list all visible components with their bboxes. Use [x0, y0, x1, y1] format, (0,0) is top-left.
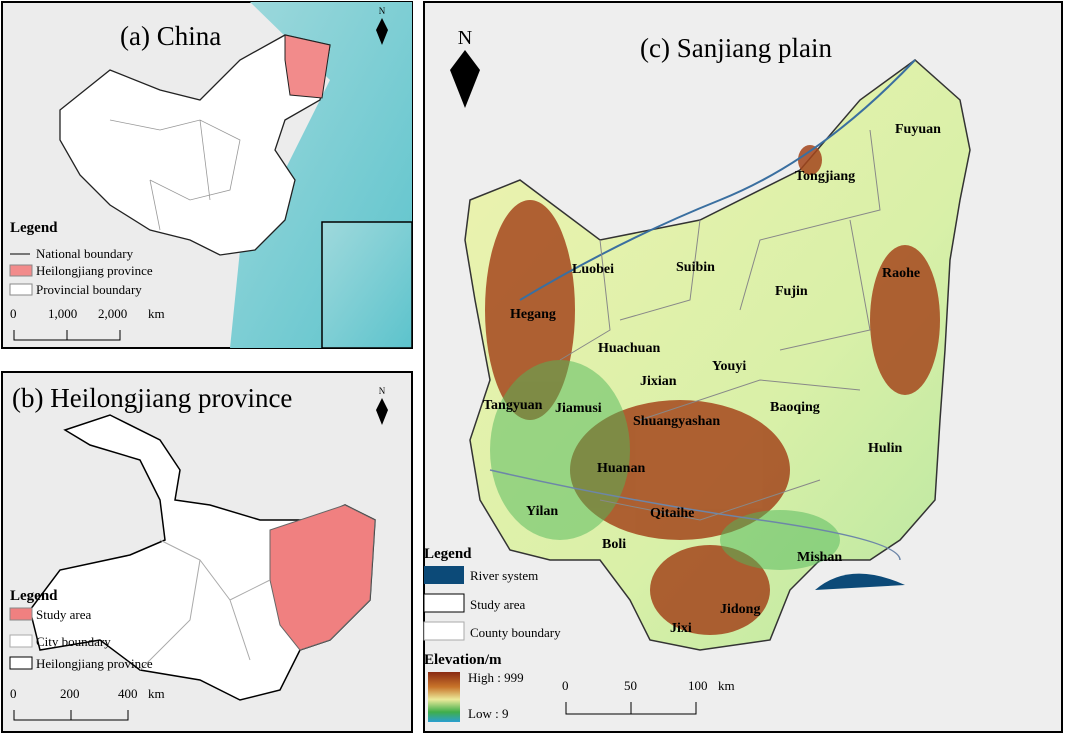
- county-label: Jiamusi: [555, 401, 602, 416]
- provincial-boundaries: [109, 119, 241, 231]
- legend-item: Study area: [470, 597, 525, 612]
- legend-elevation-title: Elevation/m: [424, 652, 502, 668]
- scale-bar: [565, 702, 697, 715]
- river: [519, 59, 916, 301]
- legend-item: Study area: [36, 607, 91, 622]
- panel-title: (a) China: [120, 21, 221, 51]
- county-label: Yilan: [526, 504, 558, 519]
- panel-title: (b) Heilongjiang province: [12, 383, 292, 413]
- scale-label: 2,000: [98, 306, 127, 321]
- county-label: Jixian: [640, 374, 677, 389]
- elevation-low: Low : 9: [468, 706, 508, 721]
- scale-label: 0: [10, 686, 17, 701]
- scale-label: 400: [118, 686, 138, 701]
- river: [489, 469, 901, 561]
- heilongjiang-highlight: [284, 34, 331, 99]
- china-outline: [59, 34, 331, 256]
- county-label: Shuangyashan: [633, 414, 720, 429]
- county-label: Huachuan: [598, 341, 660, 356]
- county-label: Boli: [602, 537, 626, 552]
- county-label: Raohe: [882, 266, 920, 281]
- north-arrow: [450, 50, 480, 108]
- county-label: Jixi: [670, 621, 692, 636]
- panel-a: (a) China N Legend National boundary Hei…: [1, 1, 413, 349]
- county-label: Fuyuan: [895, 122, 941, 137]
- scale-label: 50: [624, 678, 637, 693]
- legend-item: Heilongjiang province: [36, 656, 153, 671]
- county-label: Fujin: [775, 284, 808, 299]
- mountain: [870, 245, 940, 395]
- legend-item: Provincial boundary: [36, 282, 142, 297]
- legend-item: National boundary: [36, 246, 134, 261]
- county-label: Tongjiang: [795, 169, 855, 184]
- legend-swatch: [9, 634, 33, 648]
- elevation-high: High : 999: [468, 670, 524, 685]
- legend-swatch: [9, 656, 33, 670]
- north-label: N: [458, 27, 472, 49]
- legend-swatch: [9, 283, 33, 296]
- city-boundaries: [139, 539, 271, 671]
- inset-frame: [321, 221, 413, 349]
- north-arrow: [376, 398, 388, 425]
- county-label: Hulin: [868, 441, 902, 456]
- panel-title: (c) Sanjiang plain: [640, 33, 832, 63]
- legend-swatch: [9, 607, 33, 621]
- scale-label: 1,000: [48, 306, 77, 321]
- legend-item: City boundary: [36, 634, 111, 649]
- scale-bar: [13, 330, 121, 341]
- scale-label: 0: [562, 678, 569, 693]
- county-label: Baoqing: [770, 400, 820, 415]
- legend-title: Legend: [424, 546, 472, 562]
- elevation-ramp: [428, 672, 460, 722]
- legend-swatch: [9, 264, 33, 277]
- mountain: [798, 145, 822, 175]
- study-area: [269, 504, 376, 651]
- county-labels: Fuyuan Tongjiang Luobei Suibin Fujin Raohe Heg…: [483, 122, 941, 636]
- county-boundaries: [559, 129, 881, 521]
- county-label: Huanan: [597, 461, 645, 476]
- legend-item: River system: [470, 568, 538, 583]
- north-label: N: [379, 386, 386, 396]
- legend-swatch: [423, 621, 465, 641]
- legend-title: Legend: [10, 220, 58, 236]
- scale-bar: [13, 710, 129, 721]
- lowland-green: [490, 360, 840, 570]
- legend-item: Heilongjiang province: [36, 263, 153, 278]
- scale-label: 200: [60, 686, 80, 701]
- county-label: Tangyuan: [483, 398, 543, 413]
- county-label: Suibin: [676, 260, 715, 275]
- county-label: Hegang: [510, 307, 556, 322]
- legend-item: County boundary: [470, 625, 561, 640]
- county-label: Youyi: [712, 359, 746, 374]
- legend-swatch: [424, 566, 464, 584]
- panel-b: (b) Heilongjiang province N Legend Study…: [1, 371, 413, 733]
- county-label: Jidong: [720, 602, 760, 617]
- north-arrow: [376, 18, 388, 45]
- county-label: Luobei: [572, 262, 614, 277]
- legend-swatch: [423, 593, 465, 613]
- lowland: [720, 510, 840, 570]
- scale-unit: km: [148, 686, 165, 701]
- legend-title: Legend: [10, 588, 58, 604]
- panel-c: (c) Sanjiang plain N Fuyuan Tongjiang Luob…: [423, 1, 1063, 733]
- scale-label: 0: [10, 306, 17, 321]
- lowland: [490, 360, 630, 540]
- scale-unit: km: [718, 678, 735, 693]
- mountain: [650, 545, 770, 635]
- north-label: N: [379, 6, 386, 16]
- scale-unit: km: [148, 306, 165, 321]
- lake: [815, 573, 905, 590]
- county-label: Mishan: [797, 550, 842, 565]
- county-label: Qitaihe: [650, 506, 694, 521]
- scale-label: 100: [688, 678, 708, 693]
